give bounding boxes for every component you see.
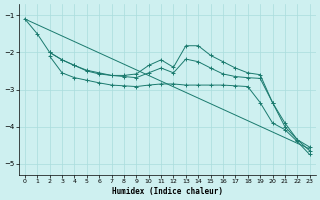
X-axis label: Humidex (Indice chaleur): Humidex (Indice chaleur) [112, 187, 223, 196]
